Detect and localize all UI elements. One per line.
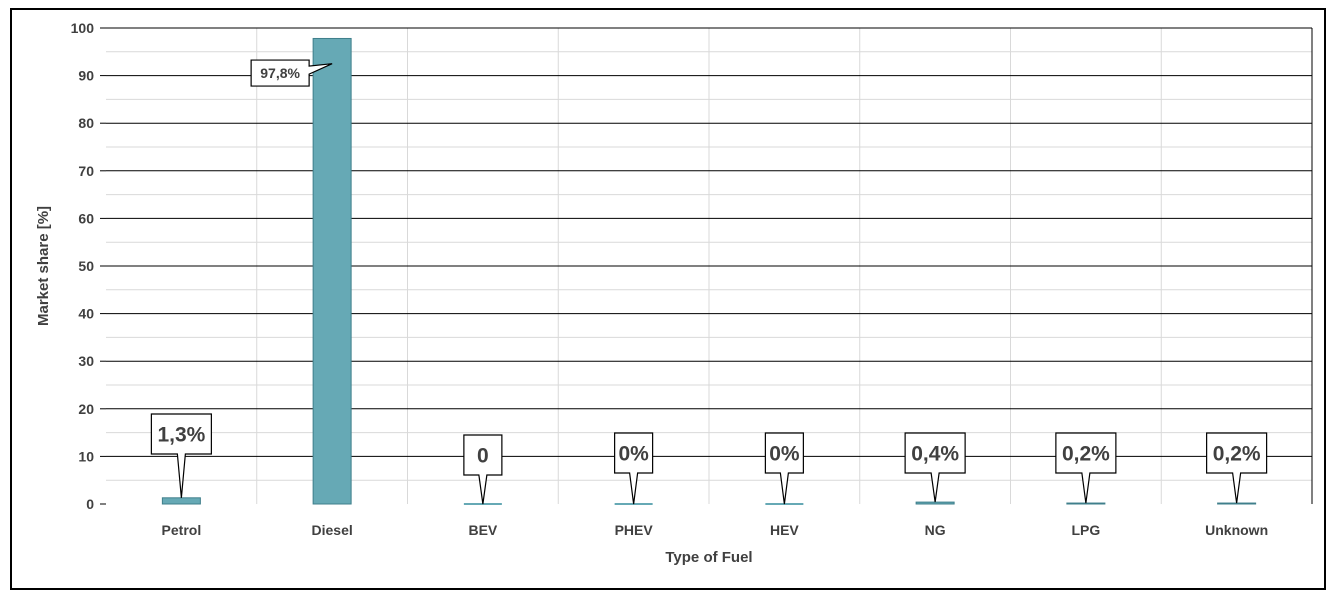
x-axis-title: Type of Fuel (665, 549, 752, 566)
y-tick-label: 20 (78, 401, 94, 417)
data-label: 0 (477, 445, 489, 468)
bar-petrol (161, 497, 201, 505)
data-label-callout (614, 432, 654, 505)
data-label-callout (1055, 432, 1117, 504)
data-label: 0,2% (1213, 443, 1261, 466)
data-label: 1,3% (157, 424, 205, 447)
data-label: 0,2% (1062, 443, 1110, 466)
y-tick-label: 50 (78, 258, 94, 274)
bar-lpg (1066, 502, 1106, 505)
y-axis-title: Market share [%] (35, 206, 52, 326)
data-label-callout (463, 434, 503, 505)
x-tick-label: HEV (770, 522, 799, 538)
x-tick-label: PHEV (615, 522, 654, 538)
y-tick-label: 0 (86, 496, 94, 512)
y-tick-label: 80 (78, 115, 94, 131)
x-tick-label: LPG (1071, 522, 1100, 538)
data-label: 0% (618, 443, 649, 466)
x-tick-label: Petrol (162, 522, 202, 538)
grid-layer (106, 27, 1312, 504)
x-tick-label: Unknown (1205, 522, 1268, 538)
y-tick-label: 40 (78, 306, 94, 322)
data-label: 0% (769, 443, 800, 466)
y-tick-label: 10 (78, 448, 94, 464)
chart-frame (10, 8, 1326, 590)
axis-layer: 0 10 20 30 40 50 60 70 80 90 100 Petrol Diesel BEV PHE… (71, 20, 1313, 538)
data-label-callout (250, 59, 333, 87)
y-tick-label: 90 (78, 68, 94, 84)
y-tick-label: 100 (71, 20, 95, 36)
y-tick-label: 30 (78, 353, 94, 369)
y-tick-label: 60 (78, 210, 94, 226)
data-label: 0,4% (911, 443, 959, 466)
data-label-callout (150, 413, 212, 498)
x-tick-label: BEV (468, 522, 497, 538)
bar-unknown (1217, 502, 1257, 505)
x-tick-label: NG (925, 522, 946, 538)
x-tick-label: Diesel (312, 522, 353, 538)
bar-ng (915, 501, 955, 505)
label-layer: 1,3% 97,8% 0 0% 0% 0,4% 0,2% 0,2% (150, 59, 1268, 505)
data-label-callout (1206, 432, 1268, 504)
data-label-callout (904, 432, 966, 503)
bar-diesel (312, 37, 352, 505)
data-label-callout (764, 432, 804, 505)
y-tick-label: 70 (78, 163, 94, 179)
data-label: 97,8% (260, 65, 300, 81)
